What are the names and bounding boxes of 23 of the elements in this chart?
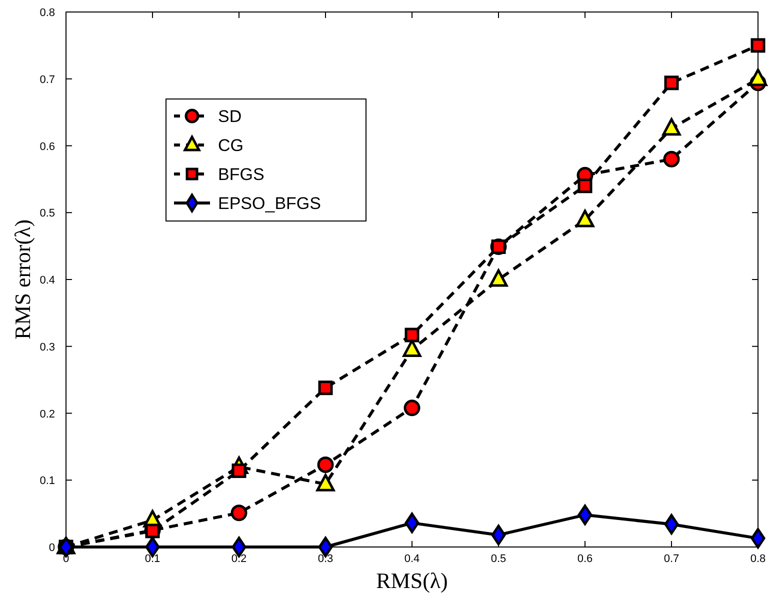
y-tick-label: 0.6 xyxy=(40,140,55,153)
y-tick-label: 0.7 xyxy=(40,74,55,86)
legend-label: CG xyxy=(218,136,244,155)
y-axis-title: RMS error(λ) xyxy=(10,219,35,340)
x-tick-label: 0.5 xyxy=(490,553,506,565)
y-tick-label: 0.5 xyxy=(40,208,55,220)
x-axis-title: RMS(λ) xyxy=(376,568,448,593)
x-tick-label: 0.4 xyxy=(404,553,420,565)
y-tick-label: 0.1 xyxy=(40,475,55,488)
legend-label: SD xyxy=(218,107,242,126)
x-tick-label: 0.2 xyxy=(231,553,247,565)
y-tick-label: 0.3 xyxy=(40,341,55,354)
x-tick-label: 0.7 xyxy=(664,553,680,565)
legend-label: EPSO_BFGS xyxy=(218,194,321,213)
legend-label: BFGS xyxy=(218,165,264,184)
y-tick-label: 0 xyxy=(48,542,55,554)
y-tick-label: 0.4 xyxy=(40,274,55,286)
y-tick-label: 0.8 xyxy=(40,7,55,19)
x-tick-label: 0.6 xyxy=(577,553,593,565)
x-tick-label: 0.8 xyxy=(750,553,766,565)
y-tick-label: 0.2 xyxy=(40,408,55,420)
x-tick-label: 0.1 xyxy=(144,553,160,565)
x-tick-label: 0.3 xyxy=(318,553,334,565)
